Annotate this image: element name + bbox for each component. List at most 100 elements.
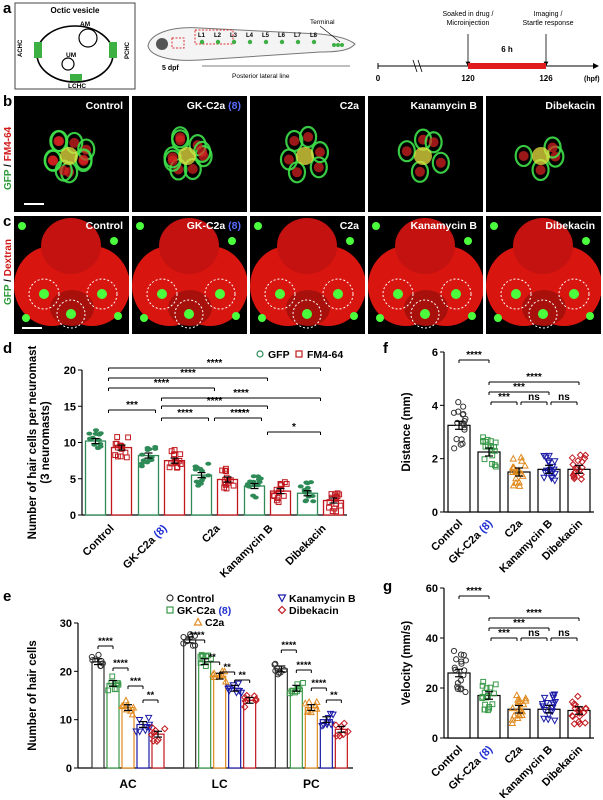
data-point	[485, 693, 491, 699]
y-tick-label: 5	[70, 474, 76, 486]
zebrafish-diagram: L1 L2 L3 L4 L5 L6 L7 L8 Terminal 5 dpf Posterio…	[147, 19, 356, 80]
data-point	[223, 468, 229, 475]
data-point	[508, 704, 517, 712]
x-tick-label: Kanamycin B	[497, 744, 555, 798]
imaging-label: Imaging / Startle response	[523, 11, 574, 27]
data-point	[460, 421, 467, 428]
b-image-5: Dibekacin	[486, 96, 601, 212]
bar	[243, 485, 266, 516]
data-point	[92, 431, 99, 436]
data-point	[453, 656, 460, 663]
neuromast-L6	[279, 39, 285, 45]
data-point	[97, 444, 104, 449]
data-point	[115, 680, 121, 687]
neuromast-L2	[215, 39, 221, 45]
data-point	[538, 701, 547, 709]
y-axis-label: Velocity (mm/s)	[401, 621, 413, 706]
y-tick-label: 4	[432, 400, 439, 412]
data-point	[148, 723, 156, 732]
y-tick-label: 6	[432, 347, 438, 359]
b-image-3: C2a	[250, 96, 365, 212]
sig-label: ****	[466, 350, 482, 361]
b-micrograph	[397, 128, 450, 183]
data-point	[540, 474, 548, 482]
data-point	[451, 664, 458, 671]
data-point	[521, 694, 530, 702]
data-point	[153, 737, 161, 745]
data-point	[128, 710, 137, 718]
data-point	[220, 667, 229, 675]
data-point	[144, 714, 153, 722]
y-axis-label: Number of hair cells	[27, 640, 39, 751]
c-image-4: Kanamycin B	[368, 216, 483, 334]
bar	[477, 694, 501, 739]
data-point	[132, 728, 141, 736]
data-point	[271, 492, 277, 499]
data-point	[139, 452, 146, 457]
data-point	[114, 434, 121, 440]
data-point	[542, 467, 551, 475]
panel-letter-f: f	[383, 340, 388, 357]
panel-letter-a: a	[3, 0, 12, 17]
sig-label: ***	[513, 382, 525, 393]
data-point	[570, 720, 579, 728]
otic-vesicle-diagram: Octic vesicle AM UM ACHC PCHC LCHC	[14, 2, 136, 90]
data-point	[135, 717, 144, 725]
data-point	[140, 458, 147, 463]
sig-label: ***	[126, 400, 138, 411]
data-point	[479, 695, 486, 702]
y-tick-label: 10	[60, 715, 72, 727]
data-point	[301, 699, 310, 707]
legend-label: Control	[177, 593, 214, 605]
data-point	[105, 687, 112, 694]
neuromast-L7	[295, 39, 301, 45]
x-tick-label: AC	[119, 777, 137, 791]
pll-label: Posterior lateral line	[232, 73, 290, 80]
y-tick-label: 0	[432, 507, 438, 519]
c-micrograph	[486, 218, 601, 329]
data-point	[129, 703, 138, 711]
b-image-label: GK-C2a (8)	[186, 100, 241, 112]
panel-letter-b: b	[3, 93, 13, 110]
data-point	[225, 684, 233, 692]
data-point	[119, 702, 127, 710]
sig-label: ***	[130, 676, 141, 687]
sig-label: ****	[466, 586, 482, 597]
am-otolith	[78, 28, 98, 48]
y-tick-label: 10	[64, 438, 76, 450]
data-point	[574, 706, 583, 715]
data-point	[332, 491, 338, 498]
c-image-label: Dibekacin	[545, 220, 595, 232]
panel-letter-d: d	[3, 340, 13, 357]
sig-label: ****	[311, 678, 326, 689]
data-point	[509, 467, 517, 475]
data-point	[205, 473, 212, 478]
am-label: AM	[80, 21, 90, 28]
data-point	[574, 692, 582, 701]
legend-marker	[295, 350, 303, 358]
b-micrograph	[163, 126, 213, 181]
neuromast-L5	[263, 39, 269, 45]
data-point	[569, 460, 577, 469]
legend-item: GK-C2a (8)	[166, 605, 231, 617]
data-point	[514, 695, 522, 703]
data-point	[458, 685, 465, 692]
bar	[274, 668, 288, 769]
sig-label: ****	[526, 608, 542, 619]
lchc-label: LCHC	[68, 83, 86, 90]
data-point	[197, 481, 204, 486]
data-point	[451, 445, 458, 452]
pchc-label: PCHC	[125, 41, 131, 59]
c-image-5: Dibekacin	[486, 216, 601, 334]
data-point	[492, 681, 499, 688]
data-point	[492, 463, 499, 470]
bar	[289, 687, 303, 769]
data-point	[458, 660, 465, 667]
pchc-cells	[109, 42, 117, 58]
data-point	[489, 701, 496, 708]
data-point	[252, 695, 260, 703]
data-point	[221, 677, 230, 685]
y-tick-label: 30	[60, 618, 72, 630]
timeline-diagram: Soaked in drug / Microinjection Imaging /…	[376, 11, 600, 83]
